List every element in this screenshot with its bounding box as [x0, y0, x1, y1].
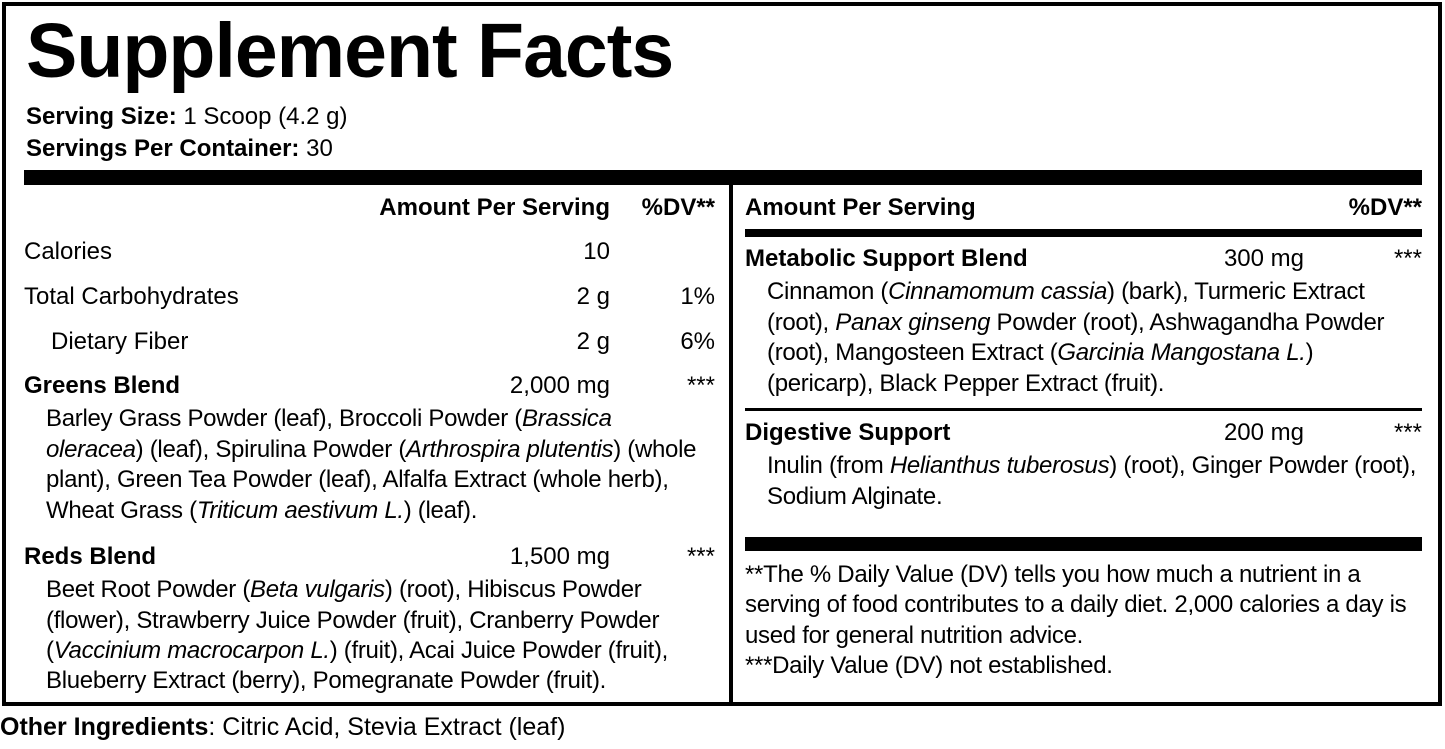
blend-row-reds: Reds Blend 1,500 mg ***: [24, 535, 715, 573]
right-column: Amount Per Serving %DV** Metabolic Suppo…: [733, 185, 1422, 702]
row-divider: [745, 408, 1422, 412]
other-ingredients-value: : Citric Acid, Stevia Extract (leaf): [208, 713, 566, 741]
label-header: Supplement Facts Serving Size: 1 Scoop (…: [6, 6, 1438, 164]
blend-dv: ***: [1393, 245, 1422, 273]
dv-header: %DV**: [641, 194, 715, 222]
blend-row-greens: Greens Blend 2,000 mg ***: [24, 364, 715, 402]
serving-info: Serving Size: 1 Scoop (4.2 g) Servings P…: [26, 101, 1420, 164]
facts-panel: Supplement Facts Serving Size: 1 Scoop (…: [2, 2, 1442, 706]
footnotes: **The % Daily Value (DV) tells you how m…: [745, 560, 1422, 682]
amount-per-serving-header: Amount Per Serving: [745, 194, 976, 222]
right-column-header: Amount Per Serving %DV**: [745, 185, 1422, 229]
footnote-thick-bar: [745, 536, 1422, 551]
blend-amount: 200 mg: [1223, 419, 1304, 447]
nutrient-row-calories: Calories 10: [24, 229, 715, 274]
nutrient-row-dietary-fiber: Dietary Fiber 2 g 6%: [24, 319, 715, 364]
page-title: Supplement Facts: [26, 8, 674, 94]
serving-size-line: Serving Size: 1 Scoop (4.2 g): [26, 101, 1420, 133]
blend-row-metabolic-support: Metabolic Support Blend 300 mg ***: [745, 237, 1422, 275]
blend-dv: ***: [686, 543, 715, 571]
blend-name: Metabolic Support Blend: [745, 245, 1028, 273]
left-column-header: Amount Per Serving %DV**: [24, 185, 715, 229]
blend-name: Digestive Support: [745, 419, 951, 447]
serving-size-value: 1 Scoop (4.2 g): [176, 102, 348, 130]
blend-name: Reds Blend: [24, 543, 157, 571]
nutrient-dv: 1%: [680, 283, 715, 311]
column-divider: [729, 185, 733, 702]
blend-amount: 1,500 mg: [509, 543, 610, 571]
other-ingredients-line: Other Ingredients: Citric Acid, Stevia E…: [0, 713, 565, 742]
top-thick-bar: [24, 170, 1422, 186]
blend-ingredients-reds: Beet Root Powder (Beta vulgaris) (root),…: [46, 576, 669, 695]
nutrient-row-total-carbohydrates: Total Carbohydrates 2 g 1%: [24, 274, 715, 319]
nutrient-amount: 2 g: [576, 283, 610, 311]
header-separator-bar: [745, 229, 1422, 238]
blend-dv: ***: [1393, 419, 1422, 447]
blend-ingredients-metabolic: Cinnamon (Cinnamomum cassia) (bark), Tur…: [767, 278, 1385, 397]
blend-dv: ***: [686, 372, 715, 400]
footnote-not-established: ***Daily Value (DV) not established.: [745, 652, 1113, 680]
servings-per-container-label: Servings Per Container:: [26, 134, 300, 162]
footnote-daily-value: **The % Daily Value (DV) tells you how m…: [745, 560, 1407, 649]
nutrient-amount: 10: [583, 238, 610, 266]
nutrient-name: Total Carbohydrates: [24, 283, 239, 311]
left-column: Amount Per Serving %DV** Calories 10 Tot…: [24, 185, 729, 702]
dv-header: %DV**: [1348, 194, 1422, 222]
blend-row-digestive-support: Digestive Support 200 mg ***: [745, 411, 1422, 449]
blend-amount: 2,000 mg: [509, 372, 610, 400]
serving-size-label: Serving Size:: [26, 102, 177, 130]
other-ingredients-label: Other Ingredients: [0, 713, 209, 741]
blend-name: Greens Blend: [24, 372, 181, 400]
amount-per-serving-header: Amount Per Serving: [379, 194, 610, 222]
servings-per-container-value: 30: [299, 134, 333, 162]
nutrient-dv: 6%: [680, 328, 715, 356]
blend-amount: 300 mg: [1223, 245, 1304, 273]
nutrient-amount: 2 g: [576, 328, 610, 356]
blend-ingredients-digestive: Inulin (from Helianthus tuberosus) (root…: [767, 452, 1417, 510]
nutrient-name: Calories: [24, 238, 113, 266]
nutrient-name: Dietary Fiber: [51, 328, 189, 356]
facts-columns: Amount Per Serving %DV** Calories 10 Tot…: [24, 185, 1422, 702]
servings-per-container-line: Servings Per Container: 30: [26, 133, 1420, 165]
blend-ingredients-greens: Barley Grass Powder (leaf), Broccoli Pow…: [46, 405, 697, 524]
